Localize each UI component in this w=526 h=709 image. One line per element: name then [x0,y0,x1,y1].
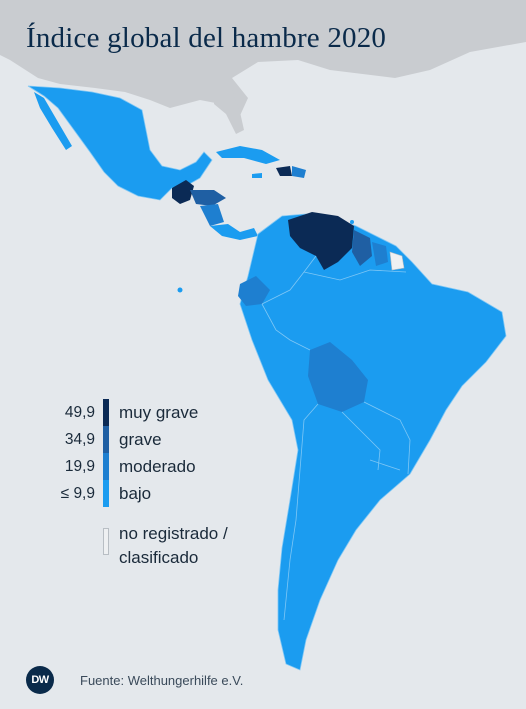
jamaica [252,173,262,178]
galapagos [177,287,183,293]
legend-item-grave: 34,9 grave [52,426,198,453]
legend-label: moderado [119,456,196,476]
legend-value: ≤ 9,9 [60,484,95,502]
legend-swatch [103,399,109,426]
costa-rica-panama [210,224,258,240]
country-borders [261,255,411,621]
haiti [276,166,292,176]
venezuela [288,212,354,270]
legend-swatch [103,528,109,555]
legend-item-not-registered: no registrado / clasificado [103,522,269,570]
ecuador [238,276,270,306]
legend-value: 19,9 [64,457,95,475]
honduras [190,190,226,206]
legend-item-bajo: ≤ 9,9 bajo [52,480,198,507]
french-guiana [389,251,405,271]
legend-label: no registrado / clasificado [119,522,269,570]
legend-value: 34,9 [64,430,95,448]
legend-value: 49,9 [64,403,95,421]
legend-item-muy-grave: 49,9 muy grave [52,399,198,426]
legend-label: bajo [119,483,152,503]
legend: 49,9 muy grave 34,9 grave 19,9 moderado … [52,399,198,507]
legend-swatch [103,426,109,453]
footer: DW Fuente: Welthungerhilfe e.V. [26,666,243,694]
cuba [216,146,280,164]
legend-label: muy grave [119,402,199,422]
legend-swatch [103,480,109,507]
guatemala [172,180,194,204]
legend-label-line1: no registrado / [119,524,228,543]
dominican-republic [292,166,306,178]
baja-california [34,92,72,150]
source-note: Fuente: Welthungerhilfe e.V. [80,672,244,688]
florida [214,90,244,134]
legend-item-moderado: 19,9 moderado [52,453,198,480]
legend-label-line2: clasificado [119,548,199,567]
dw-logo: DW [26,666,54,694]
south-america [239,213,507,671]
legend-swatch [103,453,109,480]
suriname [372,242,388,266]
nicaragua [200,204,224,226]
legend-label: grave [119,429,162,449]
trinidad [350,220,354,224]
north-america-land [0,0,526,120]
mexico [27,85,213,201]
bolivia [308,342,368,412]
map-title: Índice global del hambre 2020 [26,22,387,54]
guyana [352,230,372,266]
